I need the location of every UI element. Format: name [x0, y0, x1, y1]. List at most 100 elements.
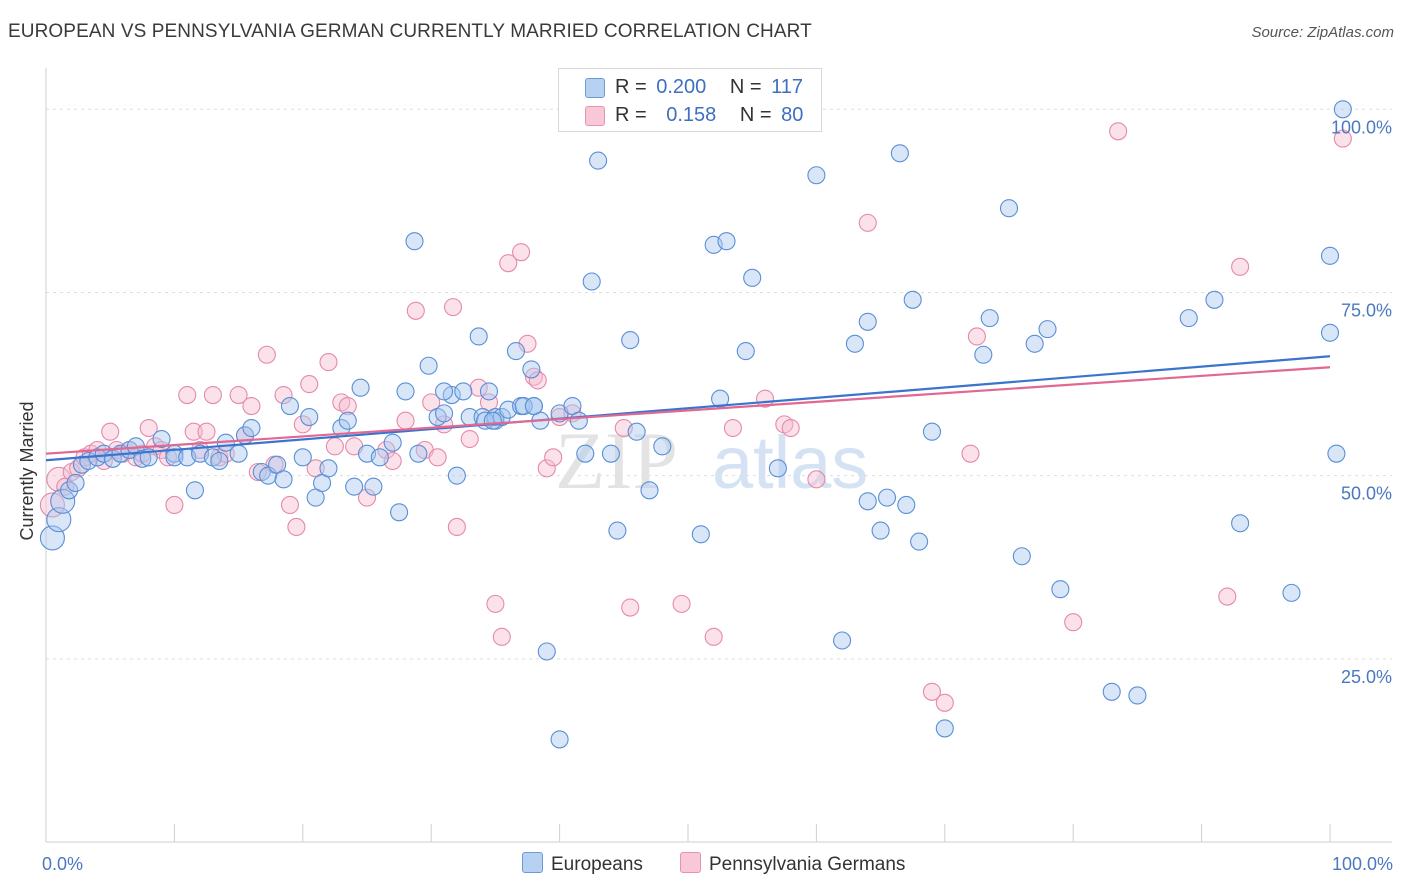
axes: [45, 68, 1392, 843]
european-point-40: [351, 378, 370, 397]
european-point-113: [1051, 580, 1070, 599]
european-point-93: [768, 459, 787, 478]
european-point-24: [229, 444, 248, 463]
pagerman-point-80: [935, 693, 954, 712]
european-point-43: [370, 448, 389, 467]
european-point-56: [469, 327, 488, 346]
source-label: Source: ZipAtlas.com: [1251, 24, 1394, 41]
pagerman-point-82: [967, 327, 986, 346]
european-point-64: [522, 360, 541, 379]
european-point-79: [569, 411, 588, 430]
european-point-109: [999, 199, 1019, 218]
european-point-92: [743, 268, 762, 287]
european-point-114: [1102, 682, 1121, 701]
pagerman-point-42: [338, 396, 357, 416]
pagerman-point-64: [528, 371, 547, 390]
european-n-label: N =: [729, 76, 762, 98]
pagerman-points: [39, 122, 1352, 712]
pagerman-point-1: [46, 466, 72, 492]
pagerman-point-71: [672, 594, 691, 613]
pagerman-point-53: [443, 298, 463, 317]
european-point-47: [405, 232, 424, 251]
european-point-118: [1231, 514, 1250, 533]
pagerman-trend-line: [45, 366, 1331, 455]
pagerman-point-29: [242, 396, 261, 416]
bottom-pagerman-swatch: [680, 852, 701, 873]
bottom-pagerman-label: Pennsylvania Germans: [709, 854, 906, 875]
x-tick-label-0: 0.0%: [42, 854, 83, 874]
european-point-117: [1205, 290, 1224, 309]
european-point-45: [390, 503, 409, 522]
pagerman-point-73: [723, 418, 742, 438]
pagerman-point-45: [377, 440, 396, 460]
pagerman-point-85: [1218, 587, 1237, 606]
stats-legend: R = 0.200 N = 117 R = 0.158 N = 80: [558, 68, 822, 132]
y-tick-label-0: 25.0%: [1341, 667, 1392, 687]
european-point-38: [338, 411, 357, 430]
european-point-77: [582, 272, 601, 291]
european-point-111: [1025, 334, 1044, 353]
european-point-73: [524, 396, 543, 416]
european-point-82: [608, 521, 627, 540]
european-point-62: [506, 342, 525, 361]
european-point-54: [454, 382, 473, 401]
european-point-98: [858, 492, 877, 511]
pagerman-point-39: [319, 353, 338, 372]
european-n-value: 117: [771, 76, 804, 98]
european-r-label: R =: [615, 76, 647, 98]
pagerman-point-79: [922, 682, 942, 701]
bottom-legend-pagerman: Pennsylvania Germans: [680, 852, 905, 876]
european-point-83: [621, 331, 640, 350]
european-point-81: [601, 444, 621, 463]
european-point-105: [922, 422, 942, 441]
pagerman-n-label: N =: [739, 104, 772, 126]
pagerman-point-24: [203, 386, 222, 405]
pagerman-point-55: [460, 429, 479, 449]
y-axis-title: Currently Married: [17, 401, 37, 540]
pagerman-point-59: [492, 627, 511, 646]
european-point-97: [858, 312, 877, 331]
pagerman-point-72: [704, 627, 723, 646]
pagerman-point-83: [1064, 613, 1083, 632]
european-point-85: [640, 481, 659, 500]
european-point-31: [280, 396, 300, 416]
european-point-110: [1012, 547, 1031, 566]
european-point-68: [479, 382, 499, 401]
european-point-90: [717, 232, 736, 251]
european-point-48: [409, 444, 428, 463]
pagerman-point-36: [293, 415, 312, 434]
watermark: ZIP atlas: [555, 415, 868, 506]
pagerman-point-30: [248, 462, 267, 482]
european-point-69: [434, 382, 454, 401]
y-tick-label-3: 100.0%: [1331, 117, 1392, 137]
grid: [46, 108, 1392, 660]
european-point-94: [807, 166, 826, 185]
european-point-30: [274, 470, 293, 489]
european-point-2: [50, 488, 76, 514]
european-point-72: [514, 396, 533, 416]
european-point-53: [447, 466, 466, 485]
pagerman-point-48: [406, 301, 425, 320]
pagerman-r-label: R =: [615, 104, 647, 126]
pagerman-n-value: 80: [781, 104, 804, 126]
european-point-96: [845, 334, 864, 353]
european-point-87: [691, 525, 710, 544]
trend-lines: [45, 355, 1331, 462]
pagerman-point-21: [184, 422, 203, 441]
european-point-71: [483, 411, 502, 430]
pagerman-point-33: [274, 386, 293, 405]
european-point-42: [364, 477, 383, 496]
pagerman-point-86: [1231, 257, 1250, 276]
european-point-33: [300, 407, 319, 427]
european-point-101: [890, 144, 909, 163]
pagerman-point-60: [499, 254, 518, 273]
european-point-4: [66, 473, 85, 493]
european-point-84: [627, 422, 646, 441]
european-point-120: [1320, 246, 1340, 265]
pagerman-point-35: [287, 517, 306, 536]
bottom-legend-european: Europeans: [522, 852, 643, 876]
european-point-22: [210, 451, 229, 471]
pagerman-point-58: [486, 594, 505, 613]
pagerman-point-84: [1109, 122, 1128, 141]
